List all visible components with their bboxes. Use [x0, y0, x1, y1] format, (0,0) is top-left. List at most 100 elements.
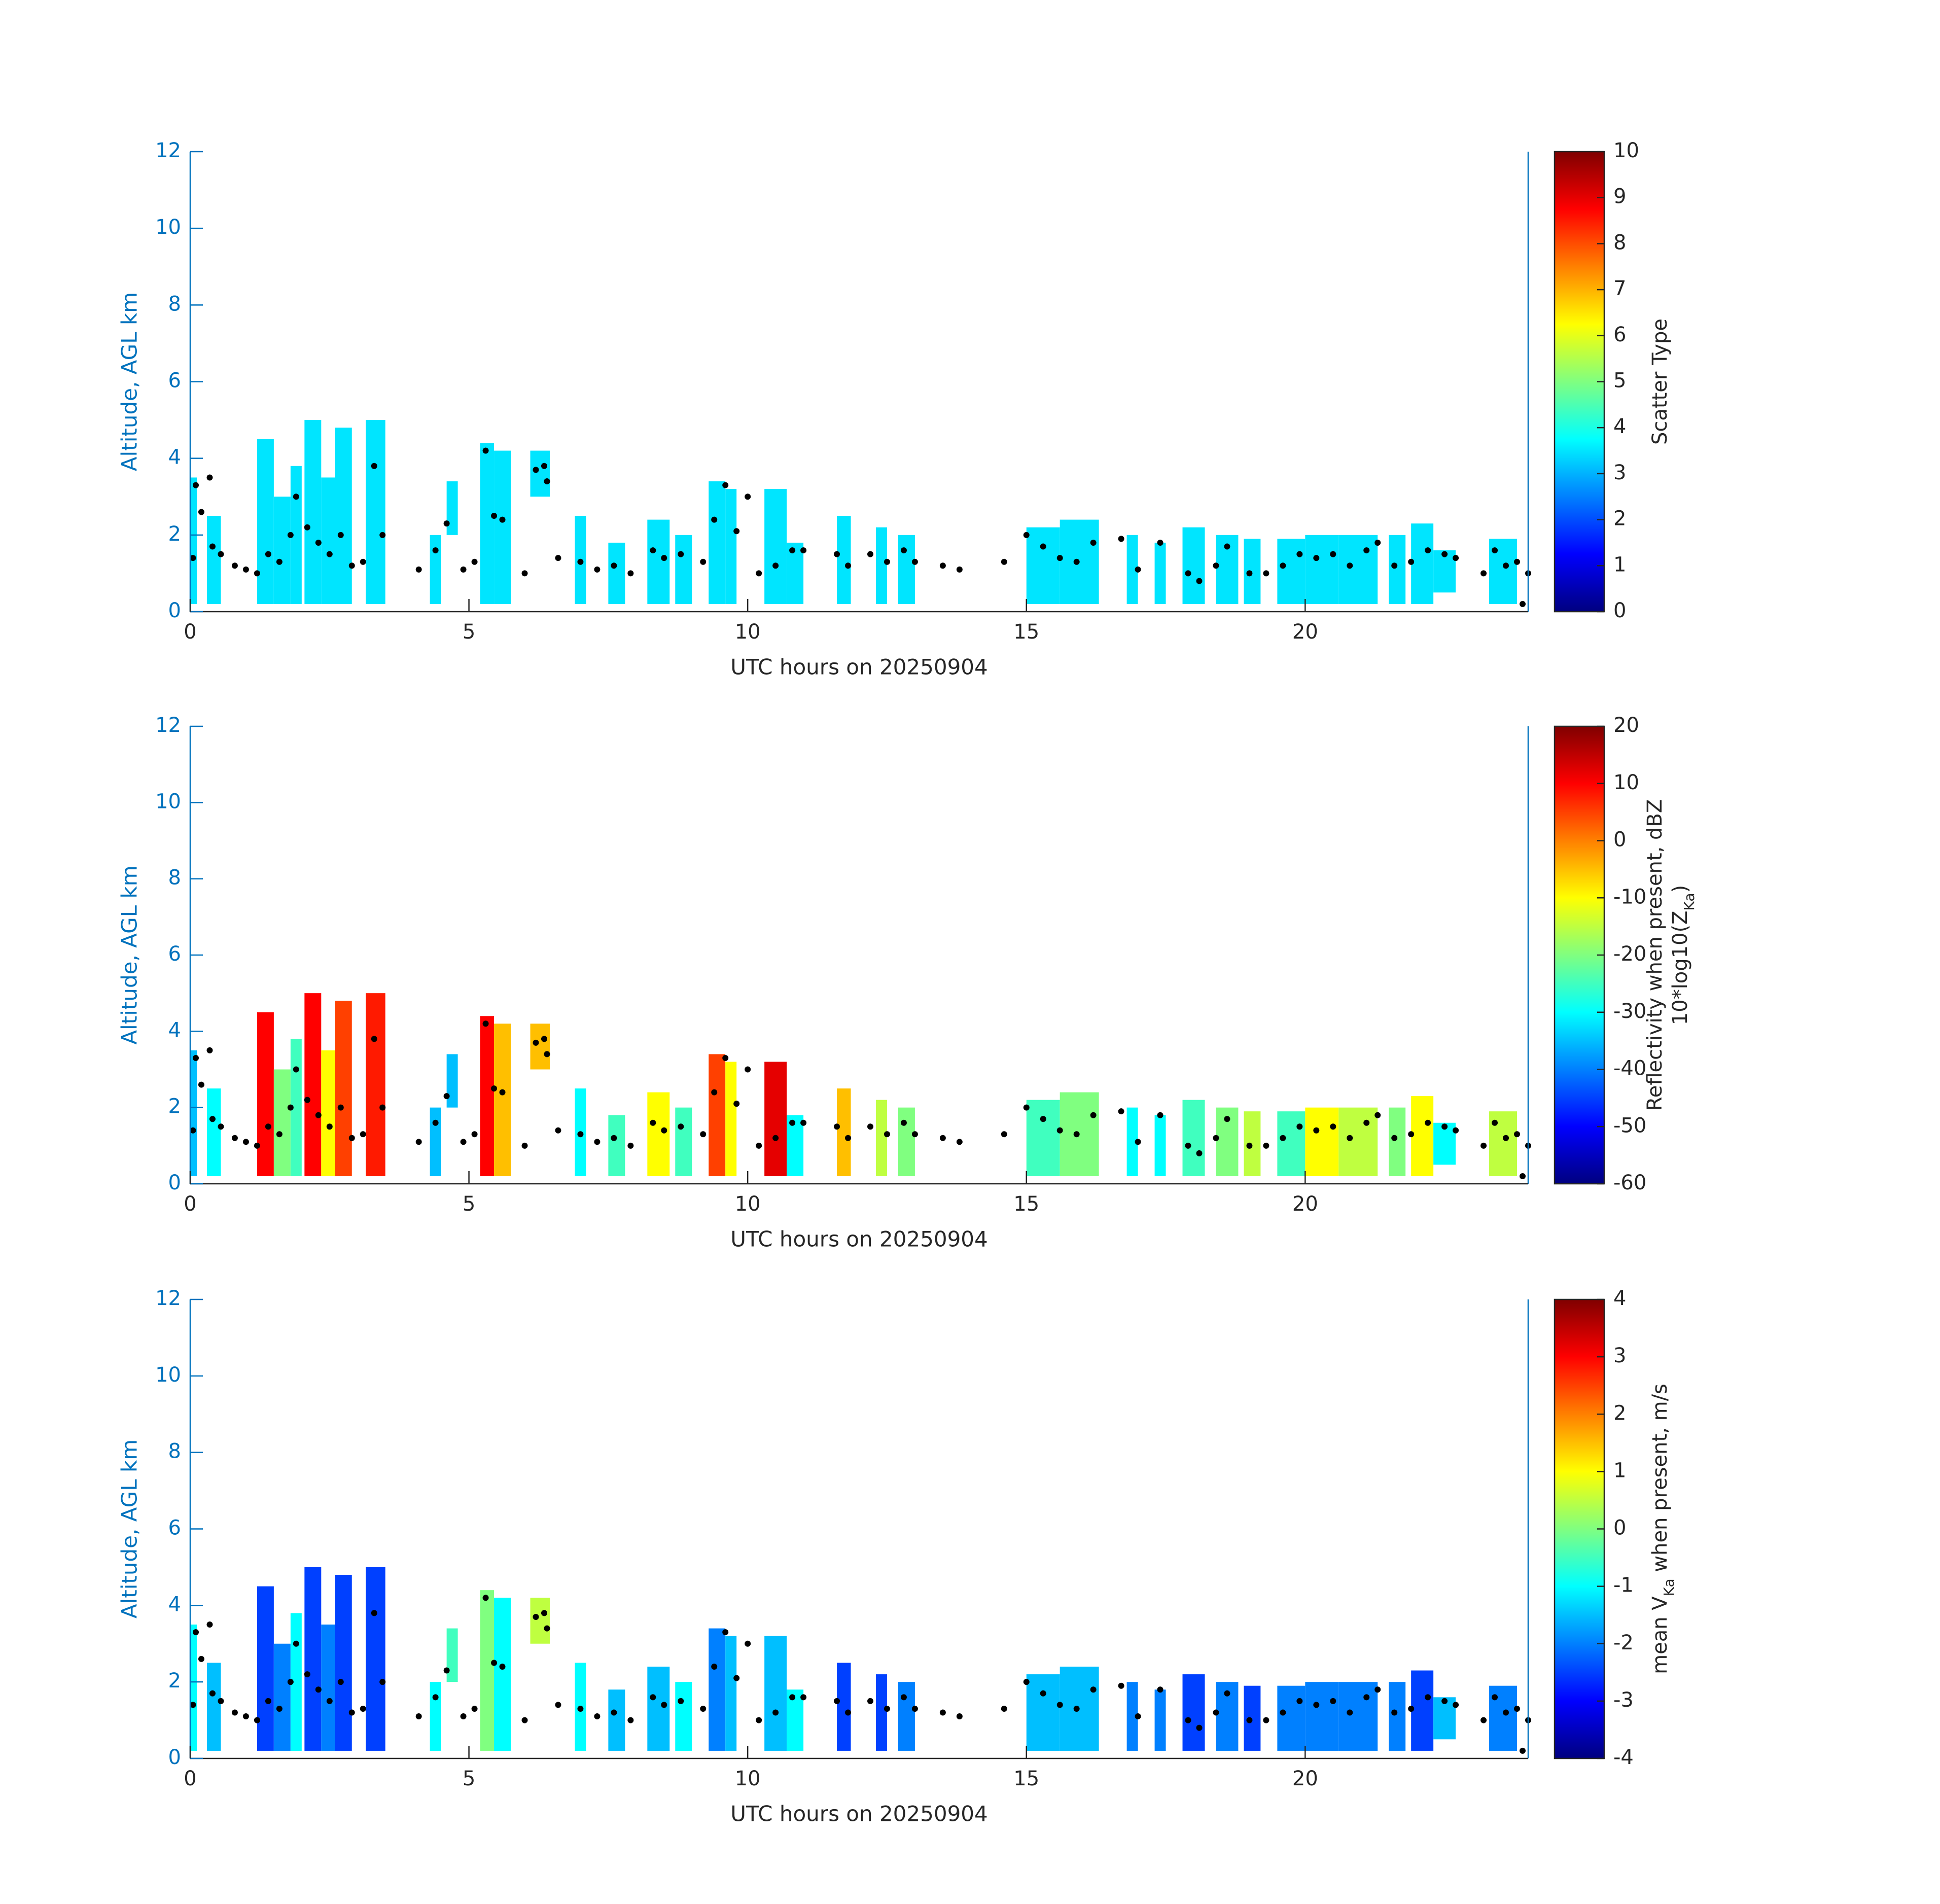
cloud-column — [290, 1039, 302, 1176]
cloud-base-point — [1408, 1705, 1415, 1712]
cloud-column — [321, 477, 335, 604]
cloud-base-point — [482, 1020, 489, 1027]
cloud-base-point — [460, 1713, 467, 1720]
cloud-base-point — [1073, 558, 1080, 565]
cloud-base-point — [499, 1089, 506, 1096]
cloud-base-point — [700, 558, 707, 565]
cloud-column — [430, 1107, 441, 1176]
cloud-base-point — [1224, 543, 1230, 550]
cloud-base-point — [1135, 566, 1141, 573]
cloud-base-point — [432, 1694, 439, 1701]
cloud-column — [206, 1088, 221, 1176]
cloud-base-point — [661, 555, 667, 561]
cloud-base-point — [756, 1717, 762, 1723]
cloud-base-point — [627, 570, 634, 577]
cloud-base-point — [379, 532, 386, 538]
cloud-base-point — [254, 1142, 260, 1149]
cloud-column — [335, 1575, 352, 1751]
y-tick-label: 12 — [155, 1287, 181, 1310]
cloud-column — [1389, 1107, 1406, 1176]
cloud-base-point — [315, 1686, 322, 1693]
y-tick-label: 8 — [168, 866, 181, 890]
cloud-base-point — [348, 562, 355, 569]
cloud-base-point — [1263, 570, 1269, 577]
cloud-column — [1433, 1122, 1456, 1165]
cloud-column — [725, 1636, 737, 1751]
cloud-base-point — [700, 1705, 707, 1712]
cloud-base-point — [1196, 578, 1203, 584]
cloud-column — [898, 535, 915, 604]
cloud-column — [725, 1062, 737, 1176]
cloud-base-point — [1280, 1135, 1286, 1141]
cloud-column — [1026, 527, 1060, 604]
cloud-base-point — [1001, 558, 1007, 565]
colorbar-tick-label: -40 — [1613, 1057, 1646, 1080]
cloud-base-point — [1441, 1698, 1448, 1704]
cloud-base-point — [1213, 562, 1219, 569]
colorbar — [1554, 725, 1605, 1185]
cloud-base-point — [1520, 1173, 1526, 1179]
cloud-base-point — [360, 1131, 366, 1138]
colorbar-tick-label: 1 — [1613, 1459, 1626, 1482]
y-tick-label: 4 — [168, 1018, 181, 1042]
cloud-base-point — [834, 1698, 840, 1704]
subscript: Ka — [1681, 893, 1698, 910]
cloud-base-point — [939, 562, 946, 569]
cloud-base-point — [956, 566, 963, 573]
cloud-base-point — [326, 1698, 333, 1704]
cloud-base-point — [482, 1595, 489, 1601]
cloud-base-point — [1157, 1686, 1163, 1693]
y-tick-label: 6 — [168, 942, 181, 966]
cloud-column — [1154, 542, 1166, 604]
cloud-column — [787, 1689, 804, 1751]
cloud-base-point — [326, 551, 333, 557]
cloud-base-point — [276, 1705, 283, 1712]
cloud-base-point — [1441, 551, 1448, 557]
x-tick-label: 0 — [184, 1192, 196, 1216]
cloud-base-point — [678, 1123, 684, 1130]
cloud-column — [1277, 1685, 1306, 1751]
cloud-base-point — [304, 1097, 310, 1103]
cloud-base-point — [432, 547, 439, 554]
cloud-base-point — [1520, 601, 1526, 607]
cloud-base-point — [1374, 1686, 1381, 1693]
cloud-base-point — [1391, 562, 1398, 569]
cloud-column — [190, 1050, 197, 1176]
cloud-base-point — [678, 1698, 684, 1704]
x-axis-label: UTC hours on 20250904 — [730, 655, 988, 680]
cloud-column — [675, 1107, 692, 1176]
y-tick-label: 6 — [168, 369, 181, 393]
cloud-base-point — [1056, 1127, 1063, 1134]
cloud-base-point — [772, 1135, 779, 1141]
cloud-base-point — [884, 1131, 890, 1138]
cloud-base-point — [1001, 1705, 1007, 1712]
cloud-base-point — [1330, 551, 1336, 557]
cloud-base-point — [1480, 1717, 1487, 1723]
cloud-base-point — [1213, 1709, 1219, 1716]
cloud-base-point — [1363, 547, 1370, 554]
label-part: Scatter Type — [1648, 319, 1672, 445]
cloud-column — [608, 1115, 625, 1176]
cloud-base-point — [533, 467, 539, 473]
cloud-base-point — [1263, 1142, 1269, 1149]
x-tick-label: 20 — [1292, 620, 1318, 644]
cloud-base-point — [209, 1690, 216, 1697]
cloud-base-point — [1363, 1694, 1370, 1701]
cloud-base-point — [1056, 1702, 1063, 1708]
cloud-base-point — [482, 447, 489, 454]
cloud-column — [494, 1024, 511, 1176]
cloud-base-point — [521, 570, 528, 577]
cloud-base-point — [1023, 532, 1030, 538]
cloud-base-point — [1056, 555, 1063, 561]
cloud-column — [430, 1682, 441, 1751]
cloud-column — [647, 1667, 670, 1751]
cloud-base-point — [1296, 551, 1303, 557]
cloud-column — [787, 1115, 804, 1176]
cloud-base-point — [733, 1101, 740, 1107]
cloud-base-point — [242, 1713, 249, 1720]
cloud-base-point — [293, 493, 299, 500]
cloud-column — [366, 993, 385, 1176]
colorbar-tick-label: 0 — [1613, 828, 1626, 852]
cloud-base-point — [1224, 1116, 1230, 1122]
